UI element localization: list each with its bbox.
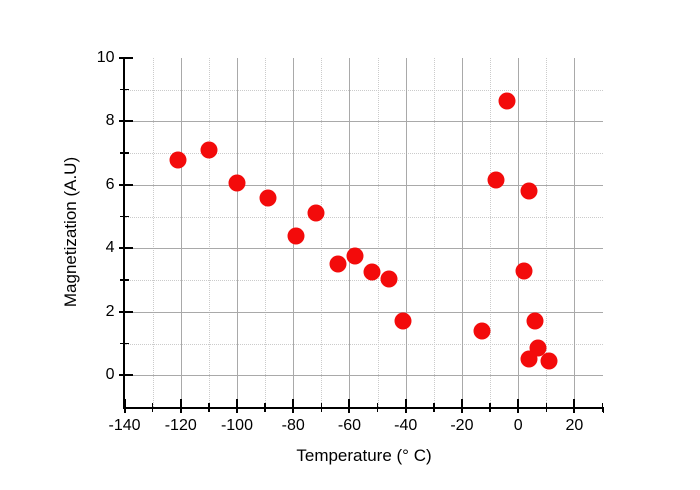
x-major-tick <box>292 399 295 413</box>
x-major-gridline <box>405 58 407 407</box>
y-minor-tick <box>119 342 129 345</box>
data-point <box>363 263 381 281</box>
x-major-tick <box>348 399 351 413</box>
y-minor-gridline <box>124 343 603 345</box>
y-major-gridline <box>124 184 603 186</box>
y-minor-tick <box>119 152 129 154</box>
data-point <box>259 189 277 207</box>
x-major-tick <box>123 399 126 413</box>
x-tick-label: -40 <box>394 417 418 434</box>
x-minor-tick <box>320 403 323 412</box>
x-minor-gridline <box>546 58 548 407</box>
data-point <box>200 141 218 159</box>
data-point <box>287 227 305 245</box>
y-tick-label: 0 <box>105 366 115 384</box>
x-minor-tick <box>433 403 435 412</box>
y-major-tick <box>118 120 133 123</box>
y-major-gridline <box>124 121 603 123</box>
x-major-gridline <box>574 58 576 407</box>
data-point <box>169 151 187 169</box>
x-minor-gridline <box>265 58 267 407</box>
y-minor-gridline <box>124 153 603 155</box>
x-major-tick <box>460 399 463 413</box>
y-tick-label: 8 <box>105 112 115 130</box>
x-major-tick <box>179 399 182 413</box>
data-point <box>307 204 325 222</box>
x-minor-gridline <box>321 58 323 407</box>
y-minor-gridline <box>124 216 603 218</box>
x-minor-tick <box>489 403 491 412</box>
y-major-tick <box>118 183 133 186</box>
x-major-gridline <box>518 58 520 407</box>
x-minor-tick <box>264 403 266 412</box>
x-tick-label: -100 <box>220 417 253 434</box>
y-tick-label: 6 <box>105 175 115 193</box>
x-tick-label: -20 <box>450 417 474 434</box>
x-minor-gridline <box>152 58 154 407</box>
data-point <box>329 255 347 273</box>
data-point <box>487 171 505 189</box>
data-point <box>540 352 558 370</box>
x-major-tick <box>235 399 238 413</box>
y-major-gridline <box>124 311 603 313</box>
y-minor-tick <box>119 215 129 218</box>
x-major-tick <box>404 399 407 413</box>
x-major-tick <box>517 399 520 413</box>
x-tick-label: -60 <box>337 417 361 434</box>
y-minor-tick <box>119 88 129 91</box>
data-point <box>520 350 538 368</box>
y-major-tick <box>118 247 133 250</box>
data-point <box>498 92 516 110</box>
x-minor-gridline <box>377 58 379 407</box>
x-major-gridline <box>180 58 182 407</box>
x-minor-tick <box>208 403 210 412</box>
x-minor-tick <box>376 403 379 412</box>
data-point <box>228 174 246 192</box>
x-minor-gridline <box>208 58 210 407</box>
y-tick-label: 2 <box>105 302 115 320</box>
x-tick-label: 0 <box>513 417 523 434</box>
x-major-gridline <box>349 58 351 407</box>
x-minor-gridline <box>490 58 492 407</box>
x-major-tick <box>573 399 576 413</box>
y-minor-gridline <box>124 89 603 91</box>
x-minor-tick <box>151 403 154 412</box>
x-axis-title: Temperature (° C) <box>296 446 432 465</box>
data-point <box>515 262 533 280</box>
y-axis-line <box>122 57 125 409</box>
data-point <box>346 247 364 265</box>
data-point <box>394 312 412 330</box>
x-tick-label: -80 <box>281 417 305 434</box>
x-major-gridline <box>236 58 238 407</box>
x-tick-label: -120 <box>164 417 197 434</box>
y-major-tick <box>118 374 133 377</box>
x-minor-tick <box>545 403 547 412</box>
data-point <box>473 322 491 340</box>
y-tick-label: 10 <box>96 49 115 66</box>
data-point <box>380 270 398 287</box>
y-minor-gridline <box>124 280 603 282</box>
x-tick-label: 20 <box>565 417 584 434</box>
x-axis-line <box>122 407 604 409</box>
y-major-tick <box>118 310 133 313</box>
y-major-tick <box>118 57 133 59</box>
x-minor-gridline <box>433 58 435 407</box>
x-major-gridline <box>461 58 463 407</box>
x-axis-end-tick <box>602 407 604 413</box>
x-tick-label: -140 <box>108 417 141 434</box>
data-point <box>526 312 544 330</box>
data-point <box>520 182 538 200</box>
y-minor-tick <box>119 279 129 281</box>
y-tick-label: 4 <box>105 239 115 257</box>
x-minor-tick <box>601 403 604 412</box>
y-major-gridline <box>124 248 603 250</box>
y-major-gridline <box>124 375 603 377</box>
